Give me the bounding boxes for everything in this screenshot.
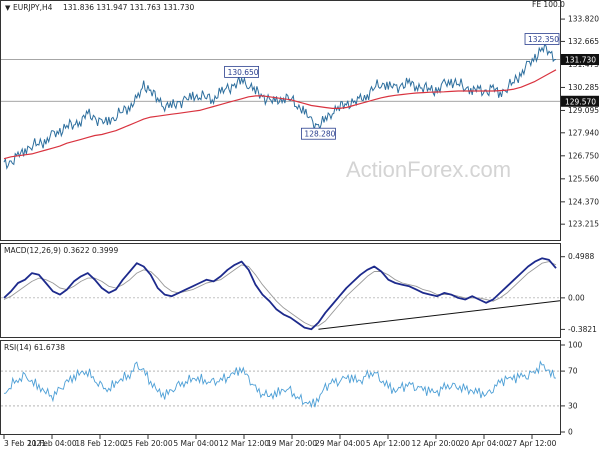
rsi-y-tick-label: 0 — [568, 428, 573, 437]
price-y-tick-label: 129.095 — [568, 106, 599, 115]
rsi-y-tick-label: 70 — [568, 367, 578, 376]
rsi-panel-frame — [0, 340, 561, 435]
macd-signal-series — [3, 261, 557, 327]
price-y-tick-label: 133.820 — [568, 15, 599, 24]
watermark: ActionForex.com — [346, 157, 511, 182]
x-tick-label: 18 Feb 12:00 — [75, 439, 124, 448]
price-annotation-box — [301, 127, 336, 140]
macd-series — [3, 257, 557, 331]
x-tick-label: 27 Apr 12:00 — [508, 439, 557, 448]
rsi-title: RSI(14) 61.6738 — [4, 343, 65, 352]
macd-y-tick-label: 0.00 — [568, 293, 585, 302]
x-tick-label: 5 Apr 12:00 — [366, 439, 410, 448]
macd-layer — [1, 257, 561, 331]
price-layer: 130.650 128.280 132.350 — [1, 33, 560, 170]
x-tick-label: 20 Apr 04:00 — [460, 439, 509, 448]
x-tick-label: 3 Feb 2021 — [4, 439, 46, 448]
rsi-layer — [1, 360, 560, 409]
price-y-tick-label: 132.665 — [568, 37, 599, 46]
header-arrow-icon: ▼ — [5, 4, 11, 12]
moving-average-series — [3, 69, 557, 160]
macd-y-tick-label: 0.4988 — [568, 252, 594, 261]
x-tick-label: 12 Mar 12:00 — [219, 439, 269, 448]
price-y-tick-label: 123.215 — [568, 220, 599, 229]
header-ohlc: 131.836 131.947 131.763 131.730 — [63, 3, 194, 12]
price-tag-box — [561, 95, 599, 107]
axis-layer: 133.820132.665131.475130.285129.095127.9… — [3, 15, 599, 448]
price-annotation-label: 132.350 — [528, 35, 559, 44]
x-tick-label: 5 Mar 04:00 — [173, 439, 219, 448]
x-tick-label: 11 Feb 04:00 — [27, 439, 76, 448]
price-y-tick-label: 124.370 — [568, 197, 599, 206]
rsi-y-tick-label: 100 — [568, 341, 583, 350]
macd-trendline — [318, 300, 561, 330]
price-annotation-box — [224, 65, 259, 78]
price-tag-label: 129.570 — [565, 97, 596, 106]
header-symbol: EURJPY,H4 — [13, 3, 53, 12]
x-tick-label: 19 Mar 20:00 — [267, 439, 317, 448]
price-annotation-label: 130.650 — [228, 68, 259, 77]
macd-title: MACD(12,26,9) 0.3622 0.3999 — [4, 246, 118, 255]
price-tag-label: 131.730 — [565, 56, 596, 65]
price-panel-frame — [0, 0, 561, 241]
macd-y-tick-label: -0.3821 — [568, 325, 597, 334]
header: ▼ EURJPY,H4 131.836 131.947 131.763 131.… — [5, 0, 565, 12]
rsi-series — [3, 360, 557, 409]
macd-panel-frame — [0, 243, 561, 338]
x-tick-label: 25 Feb 20:00 — [123, 439, 172, 448]
header-fe-label: FE 100.0 — [532, 0, 565, 9]
price-series — [3, 41, 557, 170]
rsi-y-tick-label: 30 — [568, 401, 578, 410]
x-tick-label: 12 Apr 20:00 — [412, 439, 461, 448]
price-y-tick-label: 125.560 — [568, 174, 599, 183]
price-y-tick-label: 127.940 — [568, 128, 599, 137]
price-annotation-box — [524, 33, 560, 45]
price-annotation-label: 128.280 — [304, 130, 335, 139]
price-tag-box — [561, 54, 599, 66]
price-y-tick-label: 130.285 — [568, 83, 599, 92]
x-tick-label: 29 Mar 04:00 — [315, 439, 365, 448]
price-y-tick-label: 126.750 — [568, 151, 599, 160]
